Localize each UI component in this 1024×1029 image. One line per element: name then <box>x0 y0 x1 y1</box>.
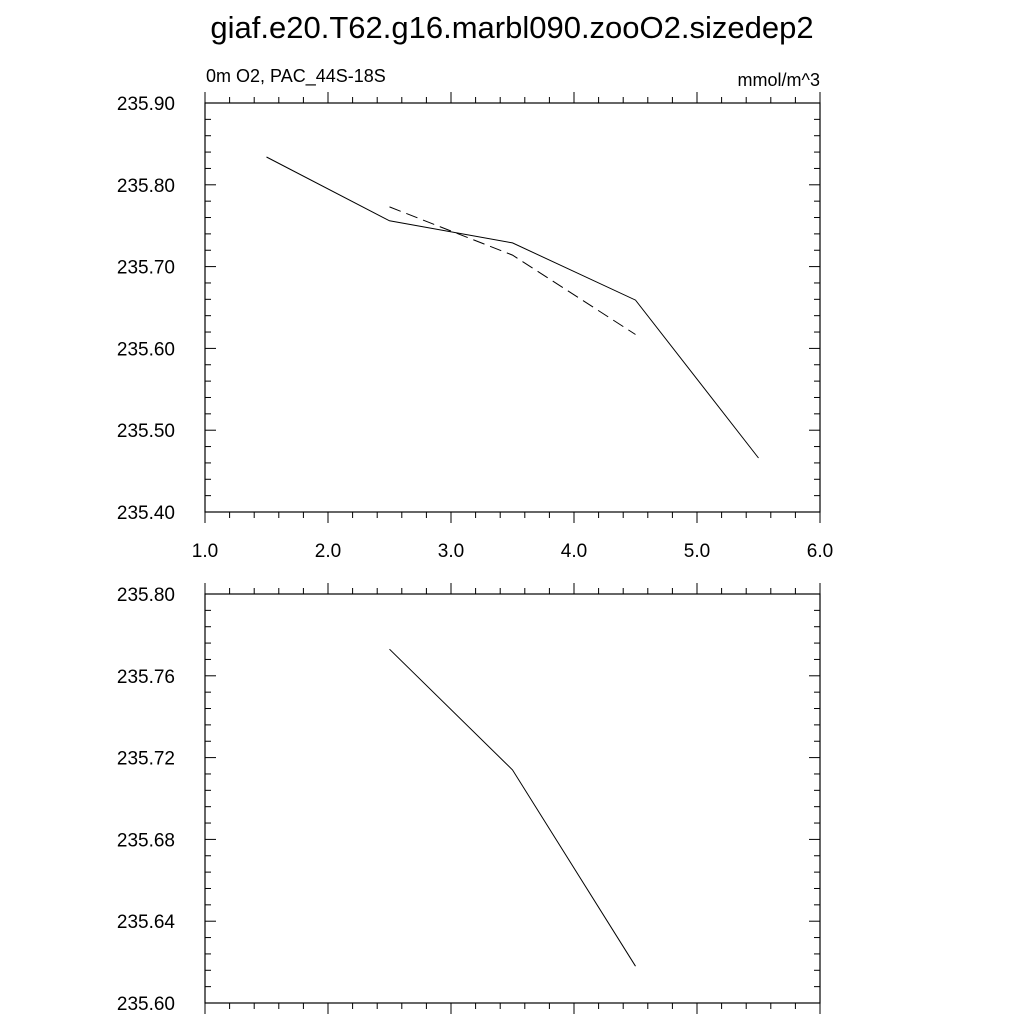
top-solid-series-line <box>266 156 759 459</box>
bottom-y-tick-label: 235.68 <box>117 830 175 851</box>
figure-title: giaf.e20.T62.g16.marbl090.zooO2.sizedep2 <box>210 10 813 45</box>
top-y-tick-label: 235.80 <box>117 176 175 197</box>
top-plot-frame <box>204 102 821 513</box>
top-x-tick-label: 3.0 <box>438 541 464 562</box>
bottom-y-tick-label: 235.72 <box>117 749 175 770</box>
top-y-tick-label: 235.40 <box>117 503 175 524</box>
bottom-plot-frame <box>204 593 821 1004</box>
top-dashed-series-line <box>389 206 636 335</box>
top-panel-variable-label: 0m O2, PAC_44S-18S <box>206 66 386 87</box>
top-x-tick-label: 1.0 <box>192 541 218 562</box>
bottom-y-tick-label: 235.76 <box>117 667 175 688</box>
top-y-tick-label: 235.90 <box>117 94 175 115</box>
top-x-tick-label: 6.0 <box>807 541 833 562</box>
bottom-y-tick-label: 235.80 <box>117 585 175 606</box>
top-panel-units-label: mmol/m^3 <box>738 70 820 90</box>
bottom-y-tick-label: 235.64 <box>117 912 176 933</box>
top-x-tick-label: 2.0 <box>315 541 341 562</box>
bottom-y-tick-label: 235.60 <box>117 994 175 1015</box>
top-x-tick-label: 5.0 <box>684 541 710 562</box>
top-panel: 0m O2, PAC_44S-18S mmol/m^3 235.40 235.50… <box>117 66 833 562</box>
top-y-tick-label: 235.60 <box>117 339 175 360</box>
bottom-panel: 235.60 235.64 235.68 235.72 235.76 235.80 <box>117 583 821 1015</box>
top-y-tick-label: 235.70 <box>117 258 175 279</box>
top-y-tick-label: 235.50 <box>117 421 175 442</box>
top-x-tick-label: 4.0 <box>561 541 587 562</box>
bottom-solid-series-line <box>389 648 636 967</box>
